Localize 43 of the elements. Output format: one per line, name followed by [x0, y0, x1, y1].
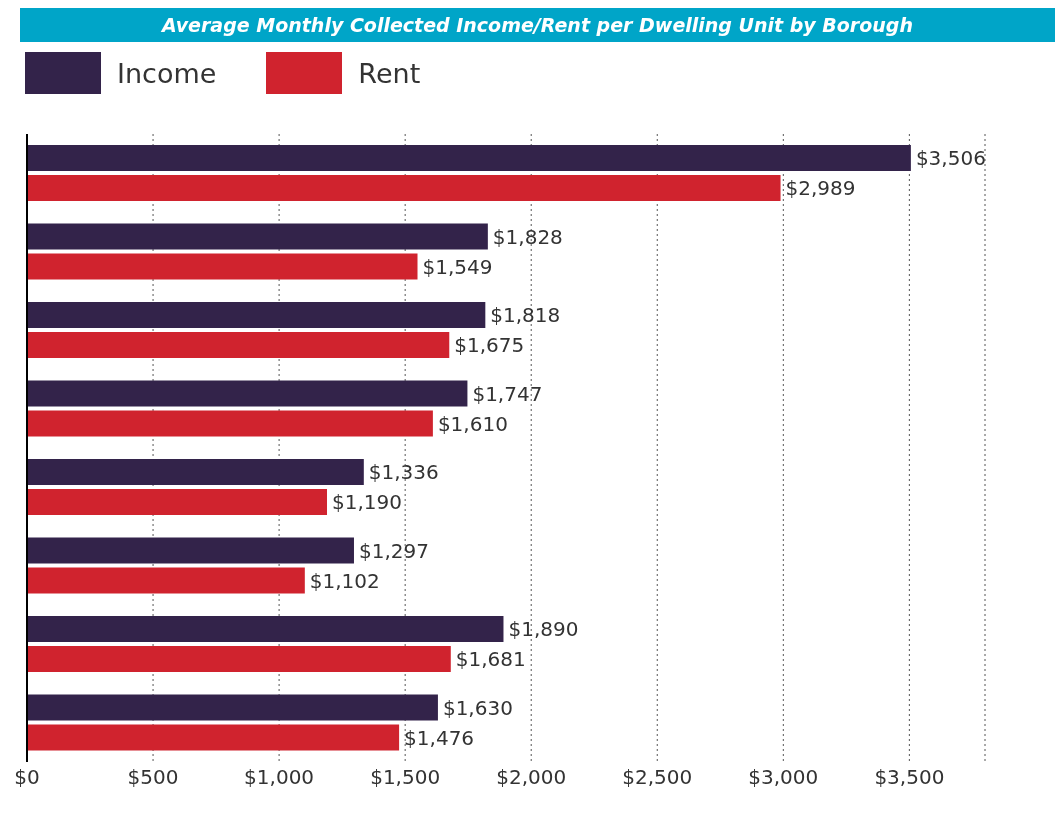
bar: [27, 144, 911, 171]
data-label: $1,549: [422, 254, 493, 279]
bar: [27, 331, 450, 358]
bar: [27, 410, 433, 437]
data-label: $1,747: [472, 381, 543, 406]
bar: [27, 458, 364, 485]
bar: [27, 615, 504, 642]
bar: [27, 301, 486, 328]
data-label: $1,336: [368, 460, 439, 485]
data-label: $1,675: [454, 333, 525, 358]
bar: [27, 724, 400, 751]
chart-title: Average Monthly Collected Income/Rent per Dwelling Unit by Borough: [20, 8, 1055, 42]
bar: [27, 174, 781, 201]
x-tick-label: $3,000: [748, 765, 819, 790]
x-tick-label: $500: [127, 765, 179, 790]
x-tick-label: $1,500: [370, 765, 441, 790]
bar: [27, 567, 305, 594]
bar: [27, 253, 418, 280]
bar: [27, 537, 354, 564]
data-label: $1,818: [490, 303, 561, 328]
bar: [27, 380, 468, 407]
data-label: $1,476: [404, 725, 475, 750]
bar: [27, 488, 328, 515]
data-label: $1,610: [437, 411, 508, 436]
data-label: $1,102: [309, 568, 380, 593]
x-tick-label: $1,000: [244, 765, 315, 790]
bar: [27, 694, 438, 721]
x-tick-label: $2,500: [622, 765, 693, 790]
legend-label: Income: [117, 57, 217, 89]
bar: [27, 645, 451, 672]
data-label: $3,506: [915, 146, 986, 171]
data-label: $1,297: [358, 538, 429, 563]
data-label: $1,828: [492, 224, 563, 249]
legend-label: Rent: [358, 57, 421, 89]
data-label: $1,630: [442, 695, 513, 720]
data-label: $1,890: [508, 617, 579, 642]
bar: [27, 223, 488, 250]
data-label: $1,681: [455, 647, 526, 672]
x-tick-label: $0: [14, 765, 40, 790]
x-tick-label: $2,000: [496, 765, 567, 790]
data-label: $2,989: [785, 176, 856, 201]
x-tick-label: $3,500: [874, 765, 945, 790]
data-label: $1,190: [332, 490, 402, 515]
